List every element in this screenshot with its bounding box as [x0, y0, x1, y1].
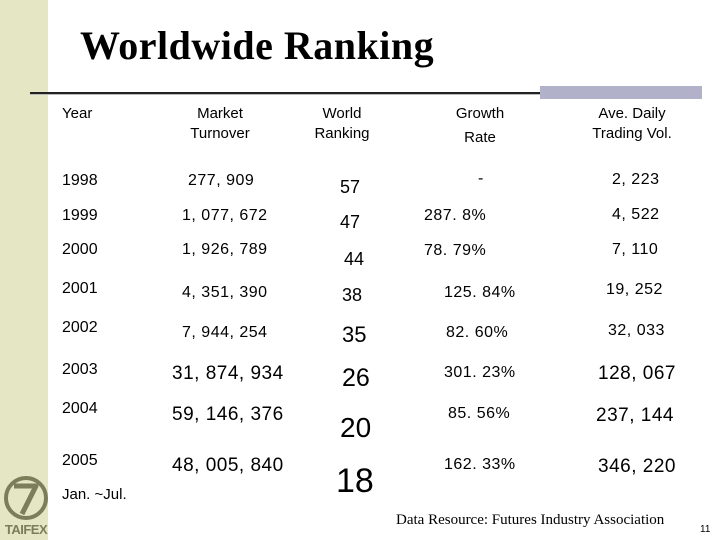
row-year: 2004: [62, 400, 98, 417]
row-rank: 38: [342, 285, 363, 305]
header-growth-line1: Growth: [455, 105, 505, 122]
row-year: 1999: [62, 207, 98, 224]
row-turnover: 48, 005, 840: [172, 455, 284, 476]
row-turnover: 59, 146, 376: [172, 404, 284, 425]
row-growth: 78. 79%: [424, 242, 487, 259]
header-ranking: World Ranking: [282, 104, 402, 144]
row-rank: 44: [344, 249, 365, 269]
row-turnover: 277, 909: [188, 172, 255, 189]
header-ranking-line2: Ranking: [314, 125, 370, 142]
row-volume: 4, 522: [612, 206, 660, 223]
row-rank: 18: [336, 462, 374, 500]
row-volume: 237, 144: [596, 405, 674, 426]
row-year: 2000: [62, 241, 98, 258]
header-turnover: Market Turnover: [160, 104, 280, 144]
row-rank: 26: [342, 364, 370, 392]
row-volume: 346, 220: [598, 456, 676, 477]
header-year: Year: [62, 105, 93, 122]
header-volume: Ave. Daily Trading Vol.: [570, 104, 694, 144]
header-turnover-line1: Market: [197, 105, 243, 122]
row-growth: 85. 56%: [448, 405, 511, 422]
source-note: Data Resource: Futures Industry Associat…: [396, 512, 665, 528]
accent-block: [540, 86, 702, 102]
row-growth: -: [478, 170, 484, 187]
row-volume: 7, 110: [612, 241, 659, 258]
row-growth: 125. 84%: [444, 284, 516, 301]
row-volume: 32, 033: [608, 322, 665, 339]
header-turnover-line2: Turnover: [190, 125, 250, 142]
header-ranking-line1: World: [322, 105, 362, 122]
row-year-note: Jan. ~Jul.: [62, 486, 127, 503]
taifex-logo-icon: [4, 476, 48, 520]
row-rank: 35: [342, 322, 367, 347]
left-decorative-band: [0, 0, 48, 540]
row-turnover: 7, 944, 254: [182, 324, 268, 341]
ranking-table: [52, 99, 702, 532]
row-turnover: 1, 926, 789: [182, 241, 268, 258]
header-volume-line1: Ave. Daily: [598, 105, 666, 122]
title-divider: [30, 92, 695, 94]
row-growth: 301. 23%: [444, 364, 516, 381]
row-turnover: 4, 351, 390: [182, 284, 268, 301]
row-turnover: 1, 077, 672: [182, 207, 268, 224]
slide-title: Worldwide Ranking: [80, 23, 435, 68]
title-divider-shadow: [30, 94, 695, 95]
row-volume: 128, 067: [598, 363, 676, 384]
row-year: 2003: [62, 361, 98, 378]
row-rank: 20: [340, 412, 372, 443]
row-rank: 47: [340, 212, 361, 232]
row-year: 2002: [62, 319, 98, 336]
row-year: 1998: [62, 172, 98, 189]
header-volume-line2: Trading Vol.: [592, 125, 672, 142]
row-growth: 287. 8%: [424, 207, 487, 224]
row-growth: 162. 33%: [444, 456, 516, 473]
row-growth: 82. 60%: [446, 324, 509, 341]
row-year: 2005: [62, 452, 98, 469]
header-growth-line2: Rate: [464, 129, 496, 146]
row-volume: 2, 223: [612, 171, 660, 188]
row-year: 2001: [62, 280, 98, 297]
logo-text: TAIFEX: [4, 522, 48, 537]
page-number: 11: [700, 524, 711, 535]
row-turnover: 31, 874, 934: [172, 363, 284, 384]
row-rank: 57: [340, 177, 361, 197]
row-volume: 19, 252: [606, 281, 663, 298]
header-growth: Growth Rate: [420, 104, 540, 148]
